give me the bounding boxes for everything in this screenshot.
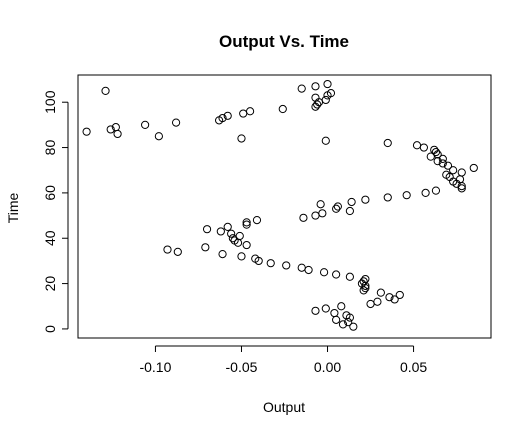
data-point	[321, 95, 330, 105]
data-point	[431, 147, 441, 157]
data-point	[201, 243, 210, 252]
data-point	[311, 82, 320, 91]
data-point	[218, 250, 227, 259]
data-point	[469, 163, 478, 173]
data-point	[82, 127, 91, 136]
data-point	[237, 134, 246, 143]
y-axis-label: Time	[5, 192, 21, 223]
plot-frame	[77, 74, 492, 339]
data-point	[349, 322, 358, 331]
data-point	[457, 168, 466, 177]
data-point	[223, 111, 232, 120]
data-point	[361, 195, 370, 204]
data-point	[216, 227, 225, 236]
data-point	[242, 220, 251, 229]
data-point	[251, 254, 260, 263]
y-tick-label: 40	[42, 230, 58, 246]
data-point	[421, 188, 430, 197]
data-point	[218, 113, 227, 123]
y-tick-label: 20	[42, 276, 58, 292]
data-point	[430, 145, 439, 154]
x-tick-label: -0.10	[139, 359, 171, 375]
data-point	[333, 202, 342, 211]
data-point	[390, 295, 399, 304]
data-point	[383, 193, 392, 202]
data-point	[282, 261, 291, 270]
data-point	[442, 170, 451, 179]
data-point	[321, 304, 330, 313]
data-point	[154, 132, 163, 141]
y-tick-label: 0	[42, 325, 58, 333]
data-point	[438, 154, 447, 163]
y-axis: 0 20 40 60 80 100	[42, 90, 69, 333]
data-point	[344, 318, 353, 327]
data-point	[299, 213, 308, 222]
data-point	[431, 186, 441, 195]
data-point	[323, 79, 332, 89]
data-point	[457, 184, 466, 193]
y-tick-label: 80	[42, 140, 58, 156]
data-point	[266, 259, 275, 268]
data-point	[311, 306, 320, 315]
x-tick-label: 0.00	[314, 359, 341, 375]
data-point	[347, 197, 356, 207]
data-point	[438, 159, 447, 168]
data-point	[345, 206, 354, 216]
data-point	[373, 297, 382, 306]
data-point	[297, 84, 306, 93]
data-point	[173, 247, 182, 256]
data-point	[345, 313, 354, 322]
data-point	[101, 86, 110, 95]
x-axis-label: Output	[263, 399, 305, 415]
chart-title: Output Vs. Time	[219, 32, 349, 51]
data-point	[449, 166, 458, 175]
data-point	[227, 229, 236, 238]
data-point	[242, 218, 251, 227]
data-point	[412, 141, 422, 150]
data-points	[82, 79, 478, 331]
data-point	[318, 209, 327, 218]
data-point	[337, 302, 346, 311]
x-tick-label: 0.05	[400, 359, 427, 375]
data-point	[345, 272, 354, 281]
data-point	[338, 320, 348, 329]
data-point	[332, 204, 341, 213]
data-point	[319, 268, 329, 277]
data-point	[316, 200, 325, 209]
data-point	[383, 138, 392, 148]
data-point	[402, 191, 411, 200]
data-point	[359, 277, 368, 286]
data-point	[242, 240, 251, 250]
data-point	[376, 288, 385, 297]
data-point	[278, 104, 287, 114]
data-point	[106, 125, 115, 134]
data-point	[223, 222, 232, 232]
data-point	[252, 216, 262, 225]
data-point	[202, 225, 212, 234]
data-point	[230, 236, 239, 245]
data-point	[311, 93, 320, 102]
data-point	[321, 136, 330, 145]
data-point	[297, 263, 306, 272]
data-point	[443, 161, 453, 170]
data-point	[385, 293, 394, 302]
data-point	[111, 123, 120, 132]
data-point	[163, 245, 172, 254]
data-point	[237, 252, 246, 261]
y-tick-label: 60	[42, 185, 58, 201]
data-point	[332, 270, 341, 279]
data-point	[395, 290, 404, 300]
data-point	[141, 120, 150, 129]
data-point	[326, 89, 336, 98]
y-tick-label: 100	[42, 90, 58, 114]
data-point	[235, 231, 244, 241]
x-axis: -0.10 -0.05 0.00 0.05	[139, 345, 427, 375]
data-point	[361, 274, 370, 284]
data-point	[171, 118, 181, 127]
data-point	[332, 315, 341, 324]
data-point	[245, 107, 255, 116]
x-tick-label: -0.05	[226, 359, 258, 375]
